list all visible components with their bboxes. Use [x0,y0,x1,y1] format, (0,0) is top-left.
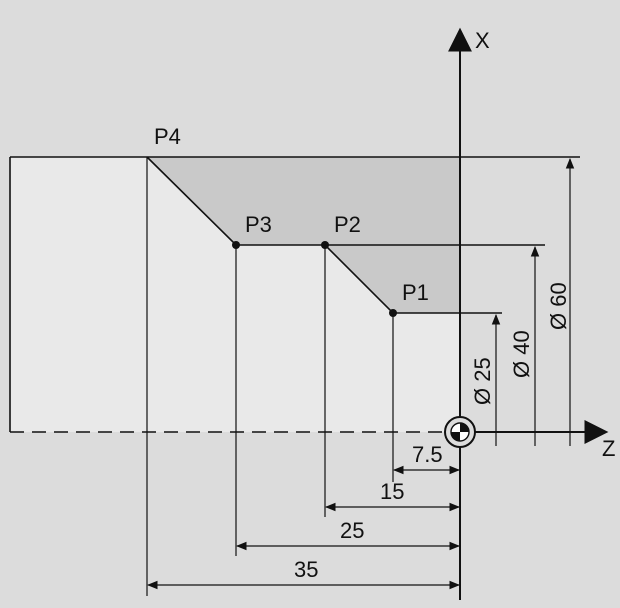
point-p2-label: P2 [334,212,361,237]
z-axis-label: Z [602,436,615,461]
x-axis-label: X [475,28,490,53]
dim-label-dia-25: Ø 25 [470,357,495,405]
dim-label-dia-60: Ø 60 [546,282,571,330]
dim-label-15: 15 [380,479,404,504]
point-p3-label: P3 [245,212,272,237]
removed-material [147,157,460,313]
workpiece-origin-icon [444,416,476,448]
dim-label-7-5: 7.5 [412,442,443,467]
point-p1-label: P1 [402,280,429,305]
point-p4-label: P4 [154,124,181,149]
dim-label-35: 35 [294,557,318,582]
workpiece-body [10,157,460,432]
dim-label-dia-40: Ø 40 [509,330,534,378]
dim-label-25: 25 [340,518,364,543]
